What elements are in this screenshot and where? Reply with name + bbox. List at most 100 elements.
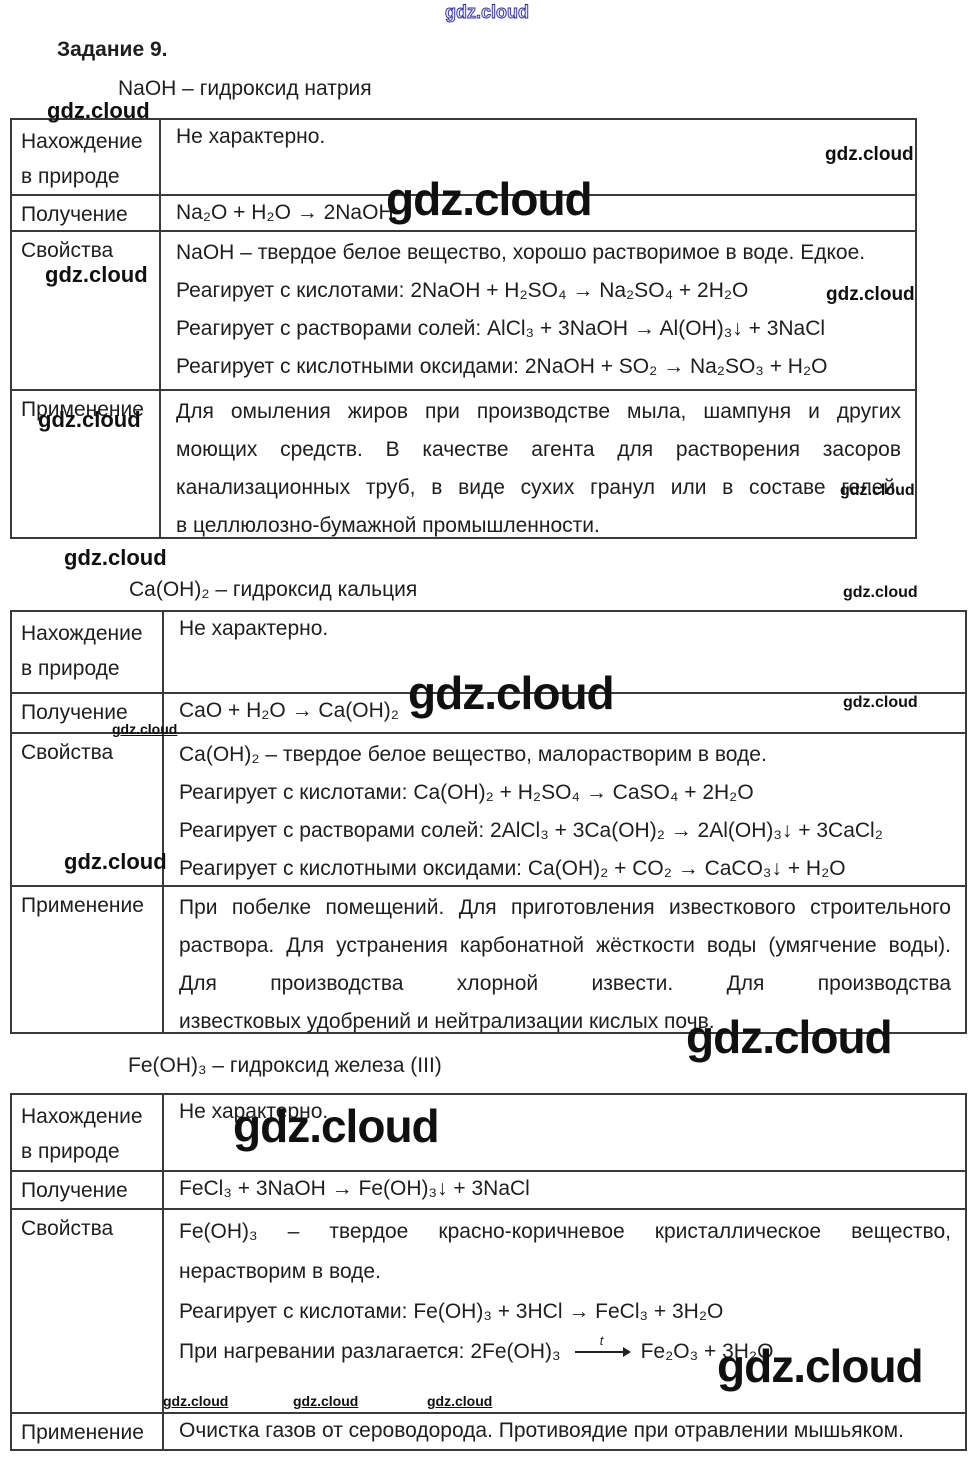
section-heading-naoh: NaOH – гидроксид натрия [118,77,372,100]
row-label: Нахождение [21,1105,143,1128]
row-label: Нахождение [21,130,143,153]
row-value-cell: Не характерно. [164,1095,965,1170]
text-line: раствора. Для устранения карбонатной жёс… [179,934,951,957]
table-row: Нахождение в природе Не характерно. [12,1095,965,1170]
text-line: При побелке помещений. Для приготовления… [179,896,951,919]
text-line: нерастворим в воде. [179,1260,381,1283]
row-label: Применение [21,1421,144,1444]
row-value-cell: FeCl₃ + 3NaOH → Fe(OH)₃↓ + 3NaCl [164,1172,965,1208]
row-label: Свойства [21,741,114,764]
reaction-text: При нагревании разлагается: 2Fe(OH)₃ [179,1340,561,1363]
table-row: Свойства Fe(OH)₃ – твердое красно-коричн… [12,1208,965,1412]
text-line: Не характерно. [179,1100,329,1123]
watermark: gdz.cloud [64,849,167,874]
watermark: gdz.cloud [64,545,167,570]
text-line: Реагирует с растворами солей: AlCl₃ + 3N… [176,317,826,340]
text-line: FeCl₃ + 3NaOH → Fe(OH)₃↓ + 3NaCl [179,1177,530,1200]
row-label-cell: Нахождение в природе [12,120,161,194]
text-line: Na₂O + H₂O → 2NaOH [176,201,394,224]
row-label: Применение [21,894,144,917]
row-value-cell: NaOH – твердое белое вещество, хорошо ра… [161,232,915,389]
text-line: Реагирует с кислотными оксидами: 2NaOH +… [176,355,828,378]
row-label: Получение [21,701,128,724]
text-line: Реагирует с кислотами: 2NaOH + H₂SO₄ → N… [176,279,749,302]
table-row: Применение Для омыления жиров при произв… [12,389,915,537]
text-line: Не характерно. [176,125,326,148]
row-label-cell: Получение [12,196,161,230]
watermark: gdz.cloud [408,667,615,719]
row-label: в природе [21,1140,120,1163]
section-heading-caoh2: Ca(OH)₂ – гидроксид кальция [129,578,418,601]
table-row: Применение Очистка газов от сероводорода… [12,1412,965,1449]
text-line: Ca(OH)₂ – твердое белое вещество, малора… [179,743,767,766]
watermark: gdz.cloud [38,407,141,432]
row-label-cell: Нахождение в природе [12,612,164,692]
reaction-arrow-icon: t [574,1334,631,1357]
watermark: gdz.cloud [47,98,150,123]
row-label-cell: Свойства [12,1210,164,1412]
table-row: Получение FeCl₃ + 3NaOH → Fe(OH)₃↓ + 3Na… [12,1170,965,1208]
row-label: Получение [21,203,128,226]
table-row: Свойства Ca(OH)₂ – твердое белое веществ… [12,732,965,885]
reaction-text: Fe₂O₃ + 3H₂O [640,1340,774,1363]
text-line: известковых удобрений и нейтрализации ки… [179,1010,715,1033]
row-label-cell: Применение [12,1414,164,1449]
text-line: Реагирует с растворами солей: 2AlCl₃ + 3… [179,819,883,842]
text-line: NaOH – твердое белое вещество, хорошо ра… [176,241,866,264]
table-row: Нахождение в природе Не характерно. [12,120,915,194]
text-line: Не характерно. [179,617,329,640]
row-label-cell: Применение [12,391,161,537]
watermark: gdz.cloud [843,694,918,711]
watermark: gdz.cloud [427,1393,493,1409]
row-label: Свойства [21,1217,114,1240]
row-label-cell: Свойства [12,734,164,885]
row-value-cell: Ca(OH)₂ – твердое белое вещество, малора… [164,734,965,885]
property-table-feoh3: Нахождение в природе Не характерно. Полу… [10,1093,967,1451]
row-label: Получение [21,1179,128,1202]
watermark: gdz.cloud [112,721,178,737]
text-line: Реагирует с кислотными оксидами: Ca(OH)₂… [179,857,846,880]
row-label: Свойства [21,239,114,262]
row-value-cell: Для омыления жиров при производстве мыла… [161,391,915,537]
watermark: gdz.cloud [843,584,918,601]
text-line: Очистка газов от сероводорода. Противояд… [179,1419,904,1442]
watermark: gdz.cloud [717,1340,924,1392]
watermark-outline: gdz.cloud [445,2,530,23]
text-line: моющих средств. В качестве агента для ра… [176,438,901,461]
row-label-cell: Применение [12,887,164,1032]
row-label-cell: Получение [12,694,164,732]
row-label: в природе [21,165,120,188]
table-row: Свойства NaOH – твердое белое вещество, … [12,230,915,389]
watermark: gdz.cloud [840,482,915,499]
text-line: CaO + H₂O → Ca(OH)₂ [179,699,399,722]
row-value-cell: Fe(OH)₃ – твердое красно-коричневое крис… [164,1210,965,1412]
row-label-cell: Свойства [12,232,161,389]
row-label: Нахождение [21,622,143,645]
task-title: Задание 9. [57,38,168,61]
table-row: Применение При побелке помещений. Для пр… [12,885,965,1033]
text-line: Для омыления жиров при производстве мыла… [176,400,901,423]
watermark: gdz.cloud [825,144,914,165]
text-line: канализационных труб, в виде сухих грану… [176,476,901,499]
row-value-cell: CaO + H₂O → Ca(OH)₂ [164,694,965,732]
watermark: gdz.cloud [386,173,593,225]
watermark: gdz.cloud [686,1011,893,1063]
table-row: Получение CaO + H₂O → Ca(OH)₂ [12,692,965,732]
row-label-cell: Получение [12,1172,164,1208]
row-label: в природе [21,657,120,680]
row-value-cell: Очистка газов от сероводорода. Противояд… [164,1414,965,1449]
text-line: Fe(OH)₃ – твердое красно-коричневое крис… [179,1220,951,1243]
arrow-condition-label: t [599,1333,604,1348]
watermark: gdz.cloud [826,284,915,305]
property-table-caoh2: Нахождение в природе Не характерно. Полу… [10,610,967,1034]
row-value-cell: При побелке помещений. Для приготовления… [164,887,965,1033]
text-line: Реагирует с кислотами: Ca(OH)₂ + H₂SO₄ →… [179,781,754,804]
watermark: gdz.cloud [233,1100,440,1152]
row-value-cell: Na₂O + H₂O → 2NaOH [161,196,915,230]
watermark: gdz.cloud [45,262,148,287]
property-table-naoh: Нахождение в природе Не характерно. Полу… [10,118,917,539]
row-value-cell: Не характерно. [164,612,965,692]
text-line: Для производства хлорной извести. Для пр… [179,972,951,995]
watermark: gdz.cloud [293,1393,359,1409]
